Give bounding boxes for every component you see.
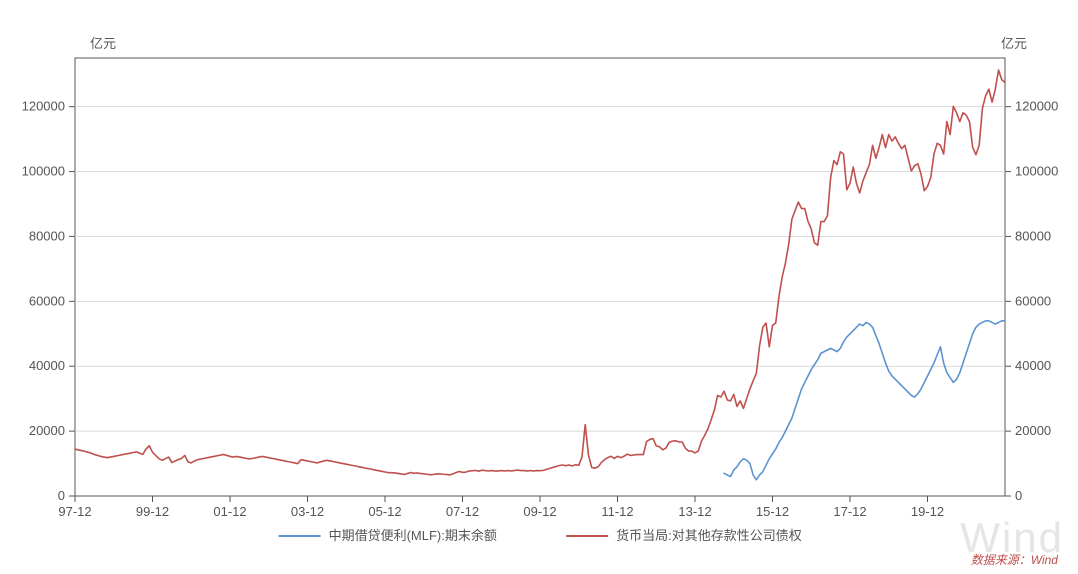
y-left-tick-label: 80000 (29, 228, 65, 243)
line-chart: 0 0 20000 20000 40000 40000 60000 60000 80000 800… (0, 0, 1078, 574)
y-left-tick-label: 40000 (29, 358, 65, 373)
x-tick-label: 09-12 (523, 504, 556, 519)
x-tick-label: 97-12 (58, 504, 91, 519)
y-right-tick-label: 20000 (1015, 423, 1051, 438)
y-right-unit: 亿元 (1001, 36, 1027, 51)
legend-label: 中期借贷便利(MLF):期末余额 (329, 528, 497, 543)
y-right-tick-label: 100000 (1015, 164, 1058, 179)
x-tick-label: 03-12 (291, 504, 324, 519)
y-left-tick-label: 100000 (22, 164, 65, 179)
x-tick-label: 99-12 (136, 504, 169, 519)
y-right-tick-label: 60000 (1015, 293, 1051, 308)
y-right-tick-label: 120000 (1015, 99, 1058, 114)
y-left-tick-label: 60000 (29, 293, 65, 308)
y-left-tick-label: 0 (58, 488, 65, 503)
y-left-tick-label: 20000 (29, 423, 65, 438)
x-tick-label: 01-12 (213, 504, 246, 519)
x-tick-label: 11-12 (601, 504, 633, 519)
y-left-unit: 亿元 (90, 36, 116, 51)
series-line-0 (724, 321, 1005, 480)
x-tick-label: 13-12 (678, 504, 711, 519)
y-left-tick-label: 120000 (22, 99, 65, 114)
legend-label: 货币当局:对其他存款性公司债权 (616, 528, 802, 543)
y-right-tick-label: 80000 (1015, 228, 1051, 243)
x-tick-label: 15-12 (756, 504, 789, 519)
y-right-tick-label: 0 (1015, 488, 1022, 503)
x-tick-label: 19-12 (911, 504, 944, 519)
chart-container: 0 0 20000 20000 40000 40000 60000 60000 80000 800… (0, 0, 1078, 574)
x-tick-label: 17-12 (833, 504, 866, 519)
x-tick-label: 05-12 (368, 504, 401, 519)
series-line-1 (75, 70, 1005, 475)
y-right-tick-label: 40000 (1015, 358, 1051, 373)
x-tick-label: 07-12 (446, 504, 479, 519)
